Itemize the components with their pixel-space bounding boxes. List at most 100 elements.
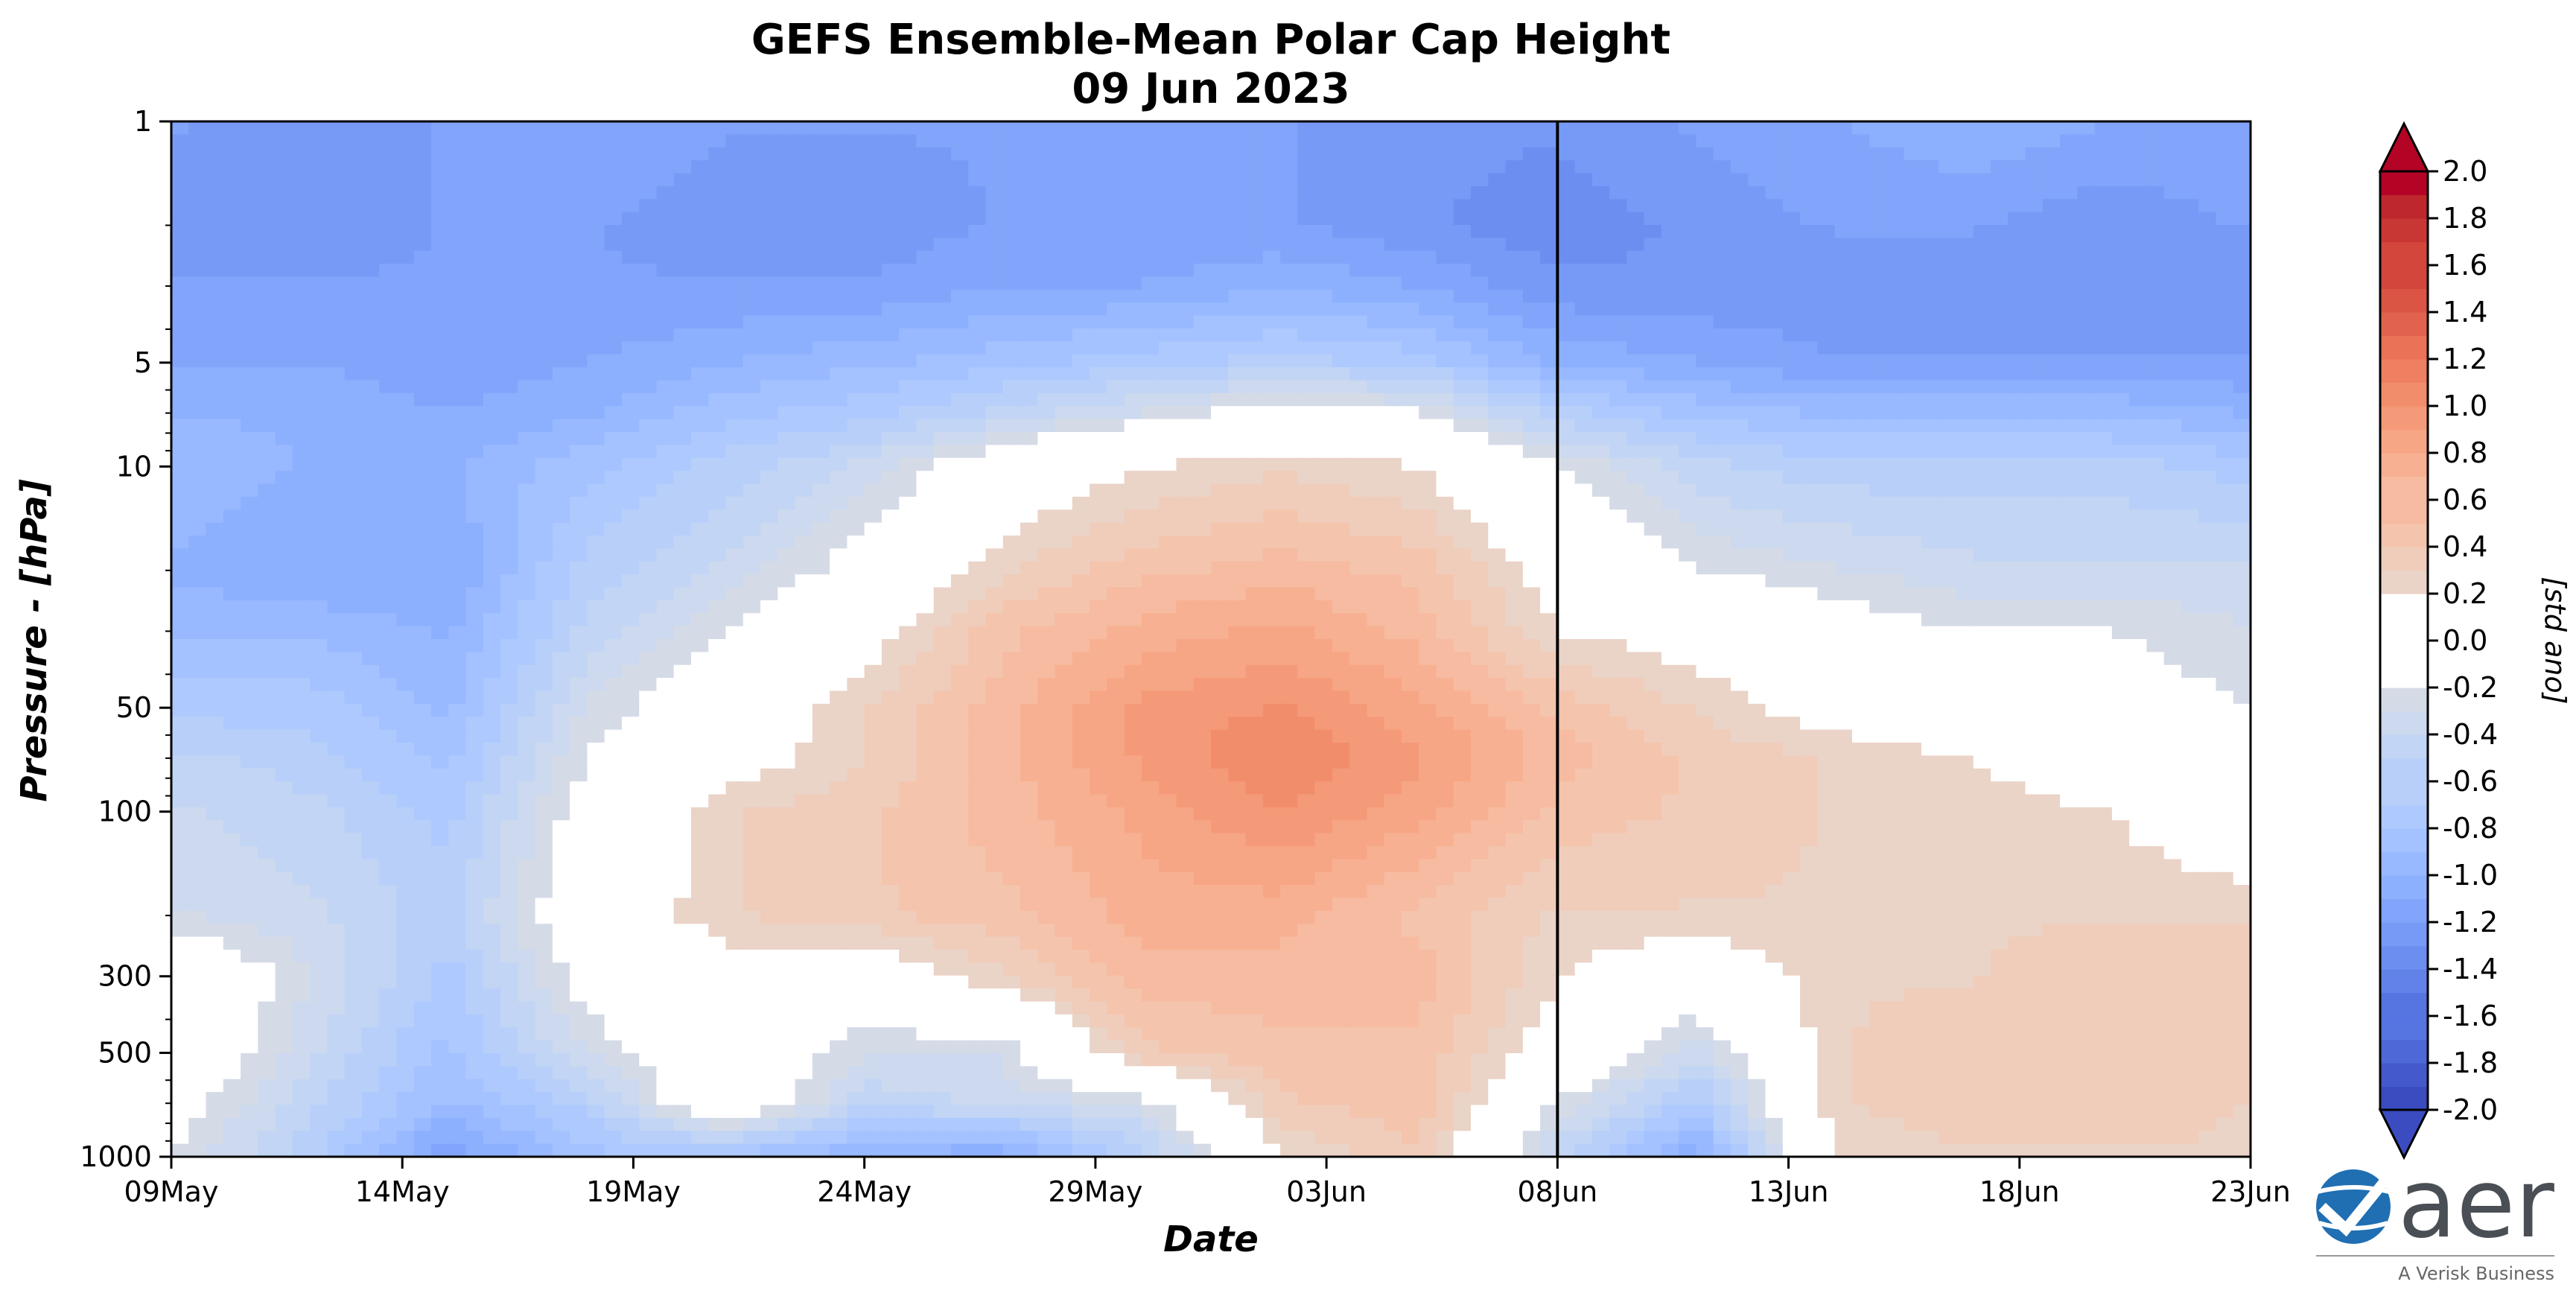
heatmap-cell (1037, 536, 1056, 550)
heatmap-cell (1401, 212, 1419, 226)
heatmap-cell (1939, 483, 1957, 498)
heatmap-cell (1314, 199, 1333, 213)
heatmap-cell (1834, 367, 1853, 381)
heatmap-cell (1973, 302, 1991, 317)
heatmap-cell (1176, 445, 1195, 459)
heatmap-cell (795, 367, 813, 381)
heatmap-cell (535, 225, 553, 239)
heatmap-cell (2077, 561, 2096, 575)
heatmap-cell (2042, 302, 2061, 317)
heatmap-cell (1505, 185, 1524, 200)
heatmap-cell (2025, 302, 2044, 317)
heatmap-cell (1939, 250, 1957, 264)
heatmap-cell (327, 457, 346, 471)
heatmap-cell (1090, 406, 1108, 420)
heatmap-cell (552, 276, 570, 290)
heatmap-cell (1055, 522, 1073, 536)
heatmap-cell (2060, 264, 2079, 278)
heatmap-cell (483, 457, 501, 471)
heatmap-cell (465, 432, 484, 446)
heatmap-cell (1297, 574, 1316, 588)
heatmap-cell (968, 406, 987, 420)
heatmap-cell (1696, 457, 1714, 471)
heatmap-cell (379, 276, 398, 290)
heatmap-cell (968, 548, 987, 562)
heatmap-cell (1626, 419, 1645, 433)
heatmap-cell (1557, 264, 1576, 278)
heatmap-cell (1904, 121, 1922, 136)
heatmap-cell (587, 445, 605, 459)
heatmap-cell (431, 639, 450, 653)
heatmap-cell (830, 367, 848, 381)
heatmap-cell (275, 225, 293, 239)
heatmap-cell (1800, 496, 1819, 511)
heatmap-cell (1661, 250, 1679, 264)
heatmap-cell (275, 536, 293, 550)
heatmap-cell (1522, 522, 1541, 536)
heatmap-cell (223, 419, 241, 433)
heatmap-cell (2111, 522, 2130, 536)
heatmap-cell (2025, 406, 2044, 420)
heatmap-cell (1090, 432, 1108, 446)
heatmap-cell (2042, 367, 2061, 381)
heatmap-cell (1159, 354, 1177, 368)
heatmap-cell (310, 432, 328, 446)
heatmap-cell (1505, 561, 1524, 575)
heatmap-cell (847, 212, 865, 226)
heatmap-cell (777, 264, 796, 278)
heatmap-cell (188, 147, 207, 161)
heatmap-cell (864, 652, 882, 666)
heatmap-cell (1176, 276, 1195, 290)
heatmap-cell (1939, 600, 1957, 614)
heatmap-cell (1124, 289, 1142, 304)
heatmap-cell (1886, 264, 1905, 278)
heatmap-cell (1557, 445, 1576, 459)
heatmap-cell (188, 134, 207, 148)
heatmap-cell (1748, 613, 1766, 627)
heatmap-cell (1540, 639, 1559, 653)
heatmap-cell (760, 509, 779, 524)
heatmap-cell (1419, 613, 1437, 627)
heatmap-cell (1090, 367, 1108, 381)
heatmap-cell (1851, 121, 1870, 136)
heatmap-cell (639, 600, 658, 614)
heatmap-cell (258, 354, 276, 368)
heatmap-cell (899, 276, 917, 290)
heatmap-cell (1228, 509, 1247, 524)
heatmap-cell (361, 354, 380, 368)
heatmap-cell (1090, 264, 1108, 278)
heatmap-cell (361, 250, 380, 264)
heatmap-cell (1090, 652, 1108, 666)
heatmap-cell (448, 509, 467, 524)
heatmap-cell (2146, 380, 2165, 394)
heatmap-cell (1782, 134, 1801, 148)
heatmap-cell (2077, 276, 2096, 290)
heatmap-cell (1488, 185, 1507, 200)
heatmap-cell (742, 522, 761, 536)
heatmap-cell (1626, 393, 1645, 407)
heatmap-cell (413, 587, 432, 601)
heatmap-cell (327, 561, 346, 575)
heatmap-cell (344, 613, 363, 627)
heatmap-cell (1401, 225, 1419, 239)
heatmap-cell (1141, 199, 1160, 213)
heatmap-cell (916, 121, 935, 136)
heatmap-cell (1436, 199, 1454, 213)
heatmap-cell (864, 302, 882, 317)
heatmap-cell (1436, 652, 1454, 666)
heatmap-cell (2094, 225, 2113, 239)
heatmap-cell (171, 496, 190, 511)
heatmap-cell (1921, 147, 1939, 161)
heatmap-cell (1921, 341, 1939, 355)
heatmap-cell (292, 238, 311, 252)
heatmap-cell (1349, 238, 1368, 252)
heatmap-cell (1939, 587, 1957, 601)
heatmap-cell (518, 393, 536, 407)
heatmap-cell (864, 199, 882, 213)
heatmap-cell (1591, 302, 1610, 317)
heatmap-cell (621, 173, 640, 187)
heatmap-cell (2129, 522, 2148, 536)
heatmap-cell (1851, 354, 1870, 368)
heatmap-cell (656, 315, 675, 329)
heatmap-cell (1921, 185, 1939, 200)
